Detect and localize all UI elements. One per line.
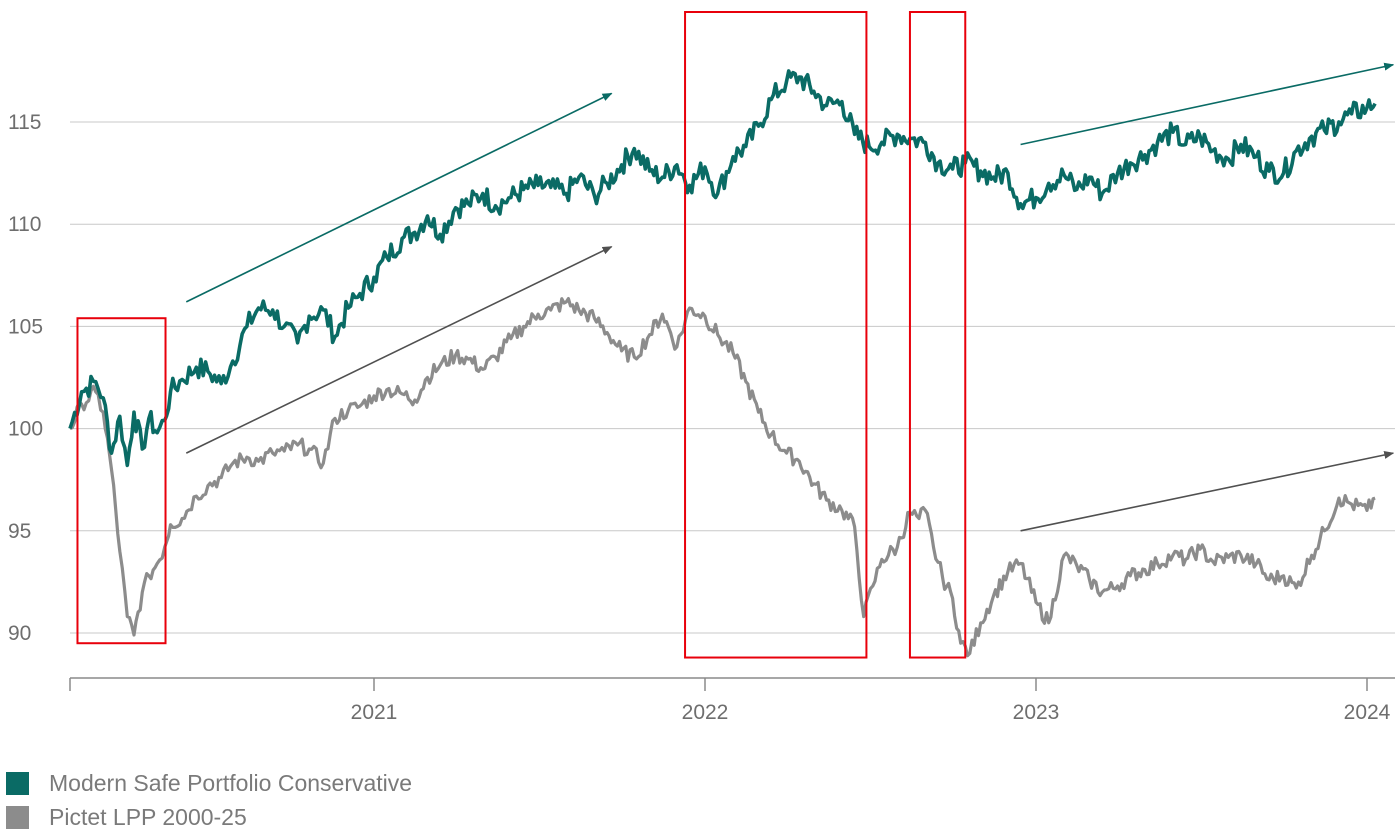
x-tick-label: 2022 — [682, 701, 729, 724]
grid-layer: 90 95 100 105 110 115 — [8, 111, 1395, 645]
legend-label-pictet: Pictet LPP 2000-25 — [49, 803, 247, 830]
y-tick-label: 105 — [8, 315, 43, 338]
trend-arrows — [185, 62, 1395, 532]
highlight-box-2 — [684, 11, 868, 659]
legend-label-mod: Modern Safe Portfolio Conservative — [49, 769, 413, 796]
y-tick-label: 90 — [8, 622, 31, 645]
y-tick-label: 100 — [8, 418, 43, 441]
line-chart: 90 95 100 105 110 115 2021 2022 2023 2024 — [8, 11, 1395, 724]
legend: Modern Safe Portfolio Conservative Picte… — [6, 766, 412, 834]
legend-swatch-pictet — [6, 805, 29, 829]
x-axis: 2021 2022 2023 2024 — [69, 677, 1395, 724]
legend-swatch-mod — [6, 771, 29, 795]
legend-item-mod: Modern Safe Portfolio Conservative — [6, 766, 412, 800]
trend-arrow-mod — [1020, 62, 1395, 146]
x-tick-label: 2023 — [1013, 701, 1060, 724]
legend-item-pictet: Pictet LPP 2000-25 — [6, 800, 412, 834]
x-tick-label: 2024 — [1344, 701, 1391, 724]
series-layer — [68, 69, 1377, 658]
x-tick-label: 2021 — [351, 701, 398, 724]
highlight-boxes — [76, 11, 967, 659]
highlight-box-1 — [76, 317, 167, 645]
series-line-mod — [68, 69, 1377, 468]
series-line-pictet — [69, 297, 1376, 658]
trend-arrow-pictet — [185, 245, 613, 454]
y-tick-label: 110 — [8, 213, 41, 236]
trend-arrow-mod — [185, 92, 613, 303]
highlight-box-3 — [908, 11, 967, 659]
trend-arrow-pictet — [1020, 451, 1395, 532]
y-tick-label: 95 — [8, 520, 31, 543]
y-tick-label: 115 — [8, 111, 41, 134]
